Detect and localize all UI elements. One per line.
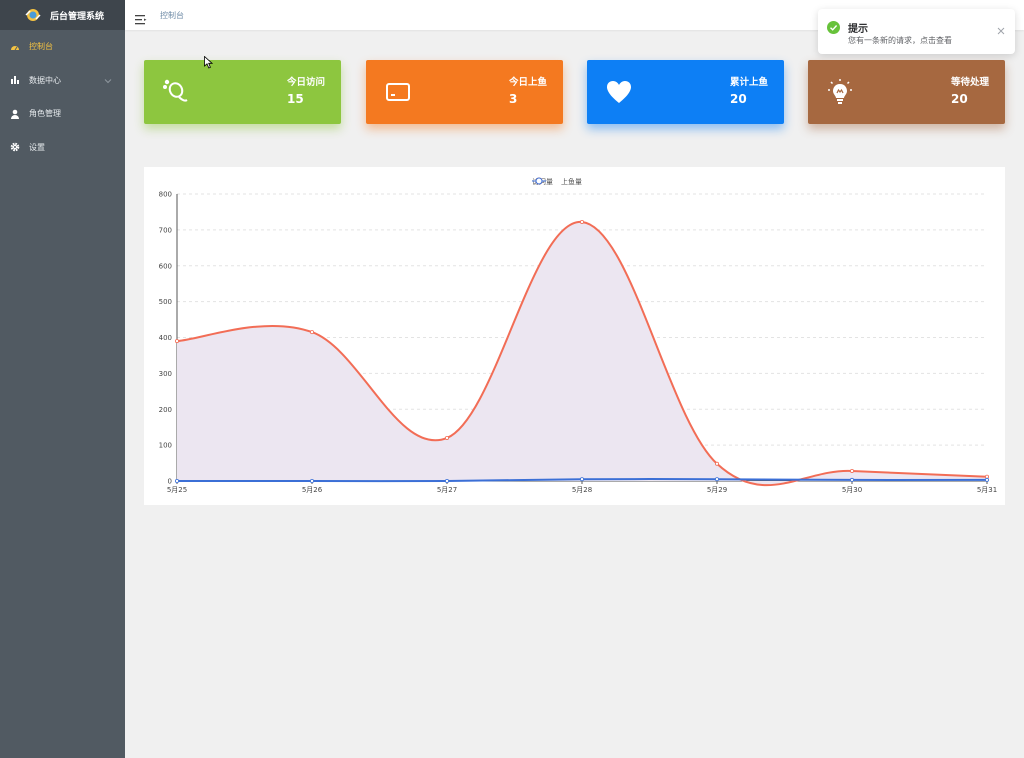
stat-card-pending[interactable]: 等待处理 20 [808,60,1005,124]
footprint-icon [162,78,190,106]
mouse-cursor-icon [204,56,213,69]
series-area [177,221,987,486]
sidebar-item-data-center[interactable]: 数据中心 [0,64,125,98]
dashboard-icon [10,42,20,52]
data-point [850,477,855,482]
sidebar-item-dashboard[interactable]: 控制台 [0,30,125,64]
chart-panel: 访问量 上鱼量 0 100 200 300 400 500 600 700 800 5月25 5月2… [144,167,1005,505]
y-tick-label: 800 [159,191,172,199]
menu-toggle-icon[interactable] [135,10,147,25]
line-chart: 0 100 200 300 400 500 600 700 800 5月25 5月26 5月27 5月2… [159,191,998,495]
stat-label: 今日访问 [286,77,325,88]
data-point [444,435,449,440]
x-tick-label: 5月26 [302,486,323,494]
sidebar-item-role-management[interactable]: 角色管理 [0,97,125,131]
stat-label: 累计上鱼 [729,77,768,88]
legend-marker [532,177,546,185]
data-point [174,339,179,344]
success-icon [827,19,840,34]
legend-label: 访问量 [532,178,553,186]
stat-label: 今日上鱼 [508,77,547,88]
card-icon [384,78,412,106]
sidebar-item-label: 设置 [29,142,45,152]
stat-value: 3 [509,92,518,106]
stat-value: 20 [951,92,968,106]
data-point [715,477,720,482]
stat-label: 等待处理 [950,77,989,88]
stat-card-total-catch[interactable]: 累计上鱼 20 [587,60,784,124]
data-point [444,478,449,483]
toast-title: 提示 [848,24,868,35]
stat-card-today-catch[interactable]: 今日上鱼 3 [366,60,563,124]
notification-toast[interactable]: 提示 您有一条新的请求，点击查看 [818,9,1015,54]
user-icon [10,109,20,119]
stat-value: 15 [287,92,304,106]
y-tick-label: 200 [159,406,172,414]
legend-label: 上鱼量 [561,178,582,186]
data-point [309,478,314,483]
stat-value: 20 [730,92,747,106]
data-point [579,219,584,224]
data-point [309,330,314,335]
app-title: 后台管理系统 [50,11,105,22]
y-tick-label: 500 [159,298,172,306]
data-point [174,478,179,483]
data-point [850,468,855,473]
sidebar-item-settings[interactable]: 设置 [0,131,125,165]
chart-legend: 访问量 上鱼量 [532,177,590,187]
x-tick-label: 5月31 [977,486,997,494]
sidebar-item-label: 控制台 [29,42,53,52]
lightbulb-icon [826,78,854,106]
y-tick-label: 700 [159,226,172,234]
y-tick-label: 300 [159,370,172,378]
sidebar-item-label: 角色管理 [29,109,61,119]
close-icon[interactable] [997,20,1005,35]
toast-message: 您有一条新的请求，点击查看 [848,36,952,45]
x-tick-label: 5月27 [437,486,457,494]
stat-card-today-visits[interactable]: 今日访问 15 [144,60,341,124]
data-point [985,474,990,479]
y-tick-label: 400 [159,334,172,342]
y-tick-label: 600 [159,262,172,270]
y-tick-label: 0 [168,478,172,486]
x-tick-label: 5月25 [167,486,187,494]
breadcrumb[interactable]: 控制台 [160,10,184,20]
y-tick-label: 100 [159,442,172,450]
x-tick-label: 5月29 [707,486,727,494]
chevron-down-icon [104,77,112,85]
x-tick-label: 5月28 [572,486,592,494]
brand: 后台管理系统 [0,0,125,30]
sidebar: 后台管理系统 控制台 数据中心 角色管理 设置 [0,0,125,758]
data-point [985,477,990,482]
sidebar-item-label: 数据中心 [29,75,61,85]
data-point [715,461,720,466]
x-tick-label: 5月30 [842,486,862,494]
legend-item[interactable]: 上鱼量 [532,177,582,187]
gear-icon [10,142,20,152]
heart-icon [605,78,633,106]
bar-chart-icon [10,75,20,85]
logo-icon [24,7,42,23]
data-point [579,477,584,482]
